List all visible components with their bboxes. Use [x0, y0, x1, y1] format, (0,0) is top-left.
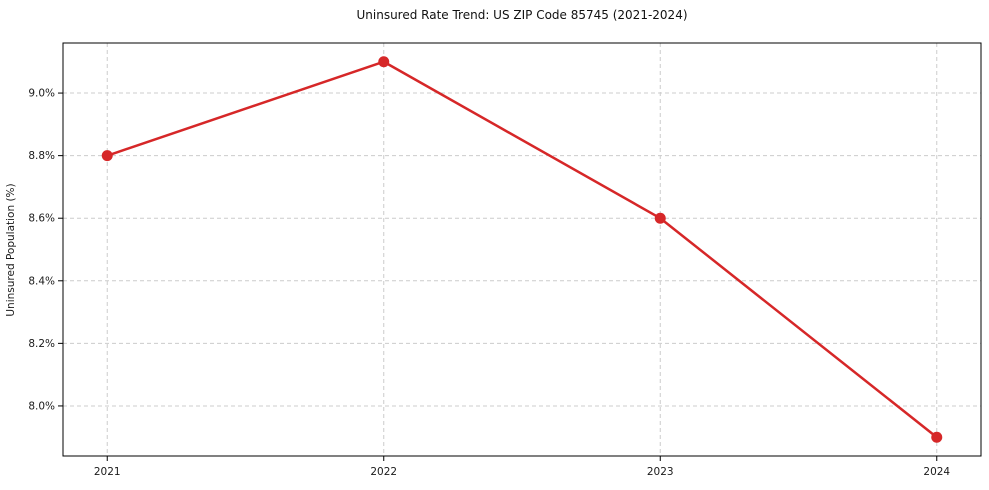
data-point-2023: [654, 212, 666, 224]
data-point-2022: [378, 56, 390, 68]
chart-title: Uninsured Rate Trend: US ZIP Code 85745 …: [356, 8, 688, 22]
y-tick-label: 9.0%: [28, 88, 55, 100]
x-tick-label: 2021: [94, 466, 121, 478]
data-point-2024: [931, 431, 943, 443]
y-tick-label: 8.0%: [28, 400, 55, 412]
y-tick-label: 8.6%: [28, 213, 55, 225]
x-tick-label: 2022: [370, 466, 397, 478]
x-tick-label: 2023: [647, 466, 674, 478]
axes-border: [62, 42, 982, 457]
y-tick-label: 8.2%: [28, 338, 55, 350]
x-tick-label: 2024: [923, 466, 950, 478]
plot-area: 8.0% 8.2% 8.4% 8.6% 8.8% 9.0% 2021 2022 2023 2024: [28, 42, 982, 478]
y-tick-label: 8.4%: [28, 275, 55, 287]
y-tick-label: 8.8%: [28, 150, 55, 162]
y-axis-label: Uninsured Population (%): [5, 183, 17, 316]
data-point-2021: [101, 150, 113, 162]
trend-line: [105, 60, 939, 439]
